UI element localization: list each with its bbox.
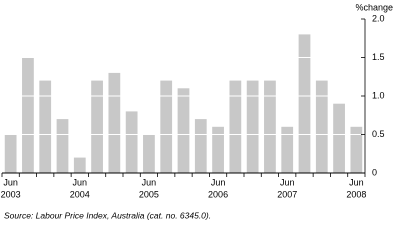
bar: [91, 80, 103, 173]
x-tick-label: Jun: [349, 177, 364, 187]
bar: [56, 119, 69, 173]
bar: [4, 134, 17, 173]
x-group-label: 2004: [70, 189, 90, 199]
x-group-label: 2008: [346, 189, 366, 199]
bar: [229, 80, 242, 173]
bar: [246, 80, 259, 173]
x-group-label: 2005: [139, 189, 159, 199]
source-note: Source: Labour Price Index, Australia (c…: [4, 210, 211, 220]
y-tick-label: 1.0: [372, 90, 385, 100]
y-tick-label: 0: [372, 167, 377, 177]
bar: [125, 111, 138, 173]
bar: [350, 126, 363, 173]
bar: [22, 57, 34, 173]
bar: [212, 126, 224, 173]
x-tick-label: Jun: [3, 177, 18, 187]
bar: [333, 103, 345, 173]
chart: %change Source: Labour Price Index, Aust…: [1, 2, 393, 220]
bar: [194, 119, 207, 173]
bar: [264, 80, 276, 173]
bar: [39, 80, 52, 173]
y-tick-label: 2.0: [372, 13, 385, 23]
bar: [143, 134, 155, 173]
bar: [298, 34, 311, 174]
y-tick-label: 0.5: [372, 129, 385, 139]
bar: [160, 80, 173, 173]
x-group-label: 2003: [1, 189, 21, 199]
y-axis-label: %change: [355, 2, 393, 12]
x-group-label: 2007: [277, 189, 297, 199]
bar: [315, 80, 328, 173]
y-tick-label: 1.5: [372, 52, 385, 62]
bar: [177, 88, 190, 173]
x-tick-label: Jun: [211, 177, 226, 187]
x-tick-label: Jun: [73, 177, 88, 187]
bar: [73, 157, 86, 173]
x-group-label: 2006: [208, 189, 228, 199]
x-tick-label: Jun: [142, 177, 157, 187]
bar: [108, 72, 121, 173]
x-tick-label: Jun: [280, 177, 295, 187]
bar: [281, 126, 294, 173]
